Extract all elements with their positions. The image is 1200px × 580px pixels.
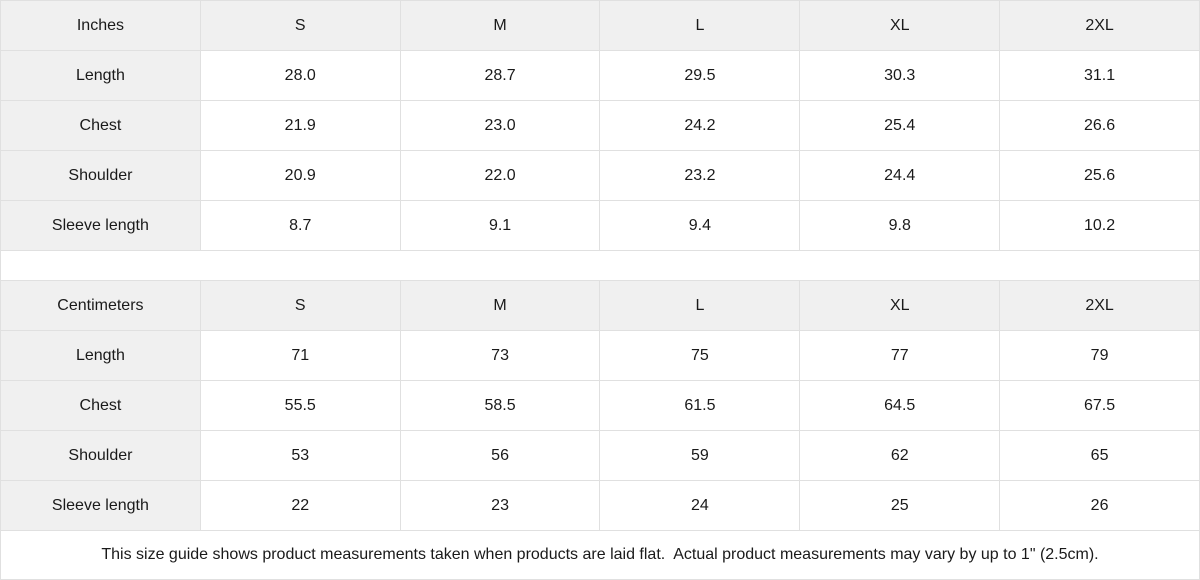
value-cell: 9.1 bbox=[399, 200, 601, 251]
table-row: Length 28.0 28.7 29.5 30.3 31.1 bbox=[0, 50, 1200, 101]
footer-note: This size guide shows product measuremen… bbox=[0, 531, 1200, 580]
value-cell: 30.3 bbox=[799, 50, 1001, 101]
value-cell: 73 bbox=[399, 330, 601, 381]
value-cell: 71 bbox=[199, 330, 401, 381]
inches-table: Inches S M L XL 2XL Length 28.0 28.7 29.5 30.3 31.1… bbox=[0, 0, 1200, 251]
table-row: Sleeve length 8.7 9.1 9.4 9.8 10.2 bbox=[0, 200, 1200, 251]
size-header-cell: S bbox=[199, 0, 401, 51]
value-cell: 9.4 bbox=[599, 200, 801, 251]
unit-header-cell: Inches bbox=[0, 0, 201, 51]
value-cell: 26 bbox=[999, 480, 1200, 531]
header-row: Inches S M L XL 2XL bbox=[0, 0, 1200, 51]
value-cell: 26.6 bbox=[999, 100, 1200, 151]
row-label-cell: Chest bbox=[0, 100, 201, 151]
size-header-cell: L bbox=[599, 280, 801, 331]
size-header-cell: XL bbox=[799, 0, 1001, 51]
value-cell: 58.5 bbox=[399, 380, 601, 431]
row-label-cell: Shoulder bbox=[0, 430, 201, 481]
value-cell: 64.5 bbox=[799, 380, 1001, 431]
value-cell: 22 bbox=[199, 480, 401, 531]
value-cell: 65 bbox=[999, 430, 1200, 481]
row-label-cell: Length bbox=[0, 330, 201, 381]
size-header-cell: S bbox=[199, 280, 401, 331]
value-cell: 9.8 bbox=[799, 200, 1001, 251]
value-cell: 20.9 bbox=[199, 150, 401, 201]
row-label-cell: Chest bbox=[0, 380, 201, 431]
value-cell: 25.4 bbox=[799, 100, 1001, 151]
table-row: Shoulder 53 56 59 62 65 bbox=[0, 430, 1200, 481]
row-label-cell: Sleeve length bbox=[0, 200, 201, 251]
value-cell: 8.7 bbox=[199, 200, 401, 251]
table-row: Chest 55.5 58.5 61.5 64.5 67.5 bbox=[0, 380, 1200, 431]
value-cell: 24.2 bbox=[599, 100, 801, 151]
table-row: Chest 21.9 23.0 24.2 25.4 26.6 bbox=[0, 100, 1200, 151]
header-row: Centimeters S M L XL 2XL bbox=[0, 280, 1200, 331]
value-cell: 22.0 bbox=[399, 150, 601, 201]
size-header-cell: 2XL bbox=[999, 280, 1200, 331]
size-header-cell: XL bbox=[799, 280, 1001, 331]
value-cell: 21.9 bbox=[199, 100, 401, 151]
value-cell: 77 bbox=[799, 330, 1001, 381]
value-cell: 23.0 bbox=[399, 100, 601, 151]
value-cell: 53 bbox=[199, 430, 401, 481]
value-cell: 25.6 bbox=[999, 150, 1200, 201]
value-cell: 25 bbox=[799, 480, 1001, 531]
row-label-cell: Length bbox=[0, 50, 201, 101]
value-cell: 24.4 bbox=[799, 150, 1001, 201]
value-cell: 62 bbox=[799, 430, 1001, 481]
value-cell: 10.2 bbox=[999, 200, 1200, 251]
value-cell: 24 bbox=[599, 480, 801, 531]
centimeters-table: Centimeters S M L XL 2XL Length 71 73 75 77 79 Chest… bbox=[0, 280, 1200, 531]
size-header-cell: M bbox=[399, 280, 601, 331]
row-label-cell: Sleeve length bbox=[0, 480, 201, 531]
value-cell: 29.5 bbox=[599, 50, 801, 101]
table-row: Shoulder 20.9 22.0 23.2 24.4 25.6 bbox=[0, 150, 1200, 201]
size-header-cell: L bbox=[599, 0, 801, 51]
unit-header-cell: Centimeters bbox=[0, 280, 201, 331]
size-header-cell: M bbox=[399, 0, 601, 51]
size-header-cell: 2XL bbox=[999, 0, 1200, 51]
value-cell: 23.2 bbox=[599, 150, 801, 201]
value-cell: 59 bbox=[599, 430, 801, 481]
value-cell: 23 bbox=[399, 480, 601, 531]
value-cell: 56 bbox=[399, 430, 601, 481]
table-row: Sleeve length 22 23 24 25 26 bbox=[0, 480, 1200, 531]
value-cell: 28.7 bbox=[399, 50, 601, 101]
value-cell: 67.5 bbox=[999, 380, 1200, 431]
table-gap-spacer bbox=[0, 251, 1200, 280]
value-cell: 28.0 bbox=[199, 50, 401, 101]
value-cell: 61.5 bbox=[599, 380, 801, 431]
table-row: Length 71 73 75 77 79 bbox=[0, 330, 1200, 381]
value-cell: 75 bbox=[599, 330, 801, 381]
row-label-cell: Shoulder bbox=[0, 150, 201, 201]
value-cell: 55.5 bbox=[199, 380, 401, 431]
value-cell: 79 bbox=[999, 330, 1200, 381]
size-guide-note-text: This size guide shows product measuremen… bbox=[101, 546, 1099, 563]
value-cell: 31.1 bbox=[999, 50, 1200, 101]
